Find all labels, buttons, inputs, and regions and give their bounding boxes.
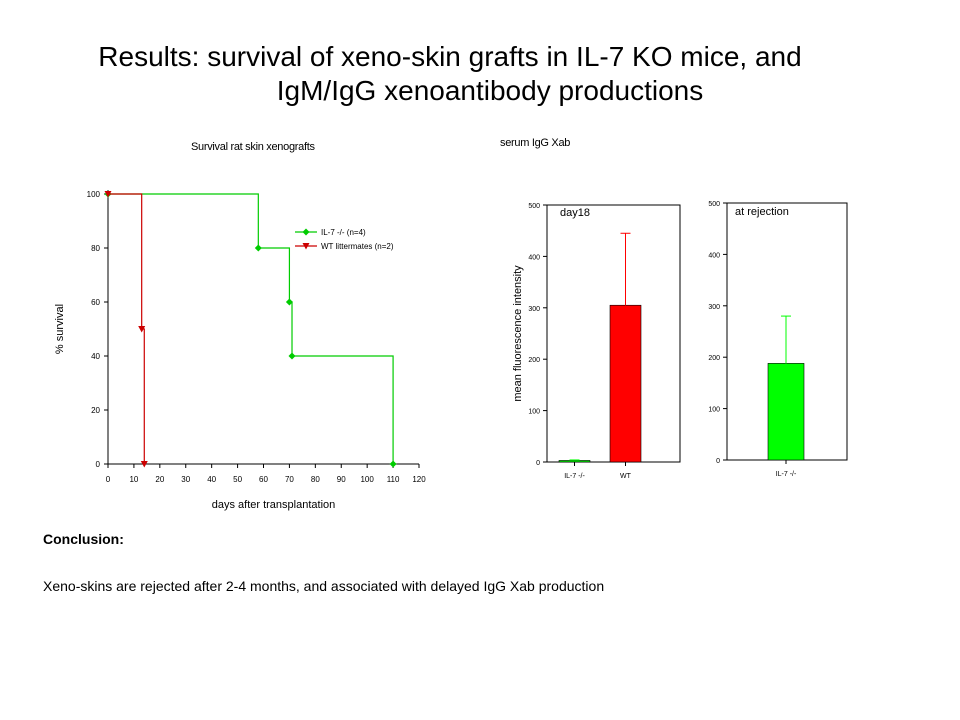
x-tick-label: 0 — [106, 475, 111, 484]
x-tick-label: 80 — [311, 475, 320, 484]
y-axis-label: % survival — [54, 304, 66, 354]
y-tick-label: 0 — [716, 458, 720, 465]
conclusion-text: Xeno-skins are rejected after 2-4 months… — [43, 578, 605, 594]
x-tick-label: 70 — [285, 475, 294, 484]
y-tick-label: 20 — [91, 406, 100, 415]
y-tick-label: 200 — [708, 355, 720, 362]
x-tick-label: 90 — [337, 475, 346, 484]
y-axis-label: mean fluorescence intensity — [512, 265, 524, 402]
y-tick-label: 100 — [708, 407, 720, 414]
x-tick-label: 50 — [233, 475, 242, 484]
y-tick-label: 100 — [528, 409, 540, 416]
data-point — [389, 460, 397, 468]
x-tick-label: IL-7 -/- — [776, 471, 797, 478]
y-tick-label: 500 — [528, 203, 540, 210]
y-tick-label: 60 — [91, 298, 100, 307]
y-tick-label: 80 — [91, 244, 100, 253]
y-tick-label: 300 — [528, 306, 540, 313]
slide-title-line-2: IgM/IgG xenoantibody productions — [276, 75, 704, 106]
slide-title: Results: survival of xeno-skin grafts in… — [0, 40, 960, 108]
x-tick-label: IL-7 -/- — [564, 473, 585, 480]
data-point — [302, 228, 310, 236]
x-axis-label: days after transplantation — [212, 499, 336, 511]
survival-chart-title: Survival rat skin xenografts — [191, 141, 315, 153]
data-point — [104, 191, 112, 198]
data-point — [138, 326, 146, 333]
conclusion-heading: Conclusion: — [43, 531, 124, 547]
x-tick-label: WT — [620, 473, 632, 480]
chart-annotation: at rejection — [735, 206, 789, 218]
y-tick-label: 40 — [91, 352, 100, 361]
igg-chart-title: serum IgG Xab — [500, 137, 571, 149]
x-tick-label: 110 — [387, 475, 400, 484]
data-point — [254, 244, 262, 252]
slide-title-line-1: Results: survival of xeno-skin grafts in… — [98, 41, 802, 72]
x-tick-label: 30 — [181, 475, 190, 484]
data-point — [285, 298, 293, 306]
y-tick-label: 100 — [87, 190, 101, 199]
legend-label: IL-7 -/- (n=4) — [321, 228, 366, 237]
y-tick-label: 200 — [528, 357, 540, 364]
x-tick-label: 60 — [259, 475, 268, 484]
x-tick-label: 120 — [412, 475, 426, 484]
legend-label: WT littermates (n=2) — [321, 242, 394, 251]
y-tick-label: 300 — [708, 304, 720, 311]
chart-annotation: day18 — [560, 207, 590, 219]
x-tick-label: 20 — [155, 475, 164, 484]
y-tick-label: 400 — [528, 254, 540, 261]
bar — [767, 363, 805, 461]
y-tick-label: 0 — [96, 460, 101, 469]
data-point — [302, 243, 310, 250]
x-tick-label: 100 — [360, 475, 374, 484]
data-point — [288, 352, 296, 360]
x-tick-label: 10 — [129, 475, 138, 484]
x-tick-label: 40 — [207, 475, 216, 484]
y-tick-label: 500 — [708, 201, 720, 208]
y-tick-label: 400 — [708, 252, 720, 259]
y-tick-label: 0 — [536, 460, 540, 467]
data-point — [140, 461, 148, 468]
